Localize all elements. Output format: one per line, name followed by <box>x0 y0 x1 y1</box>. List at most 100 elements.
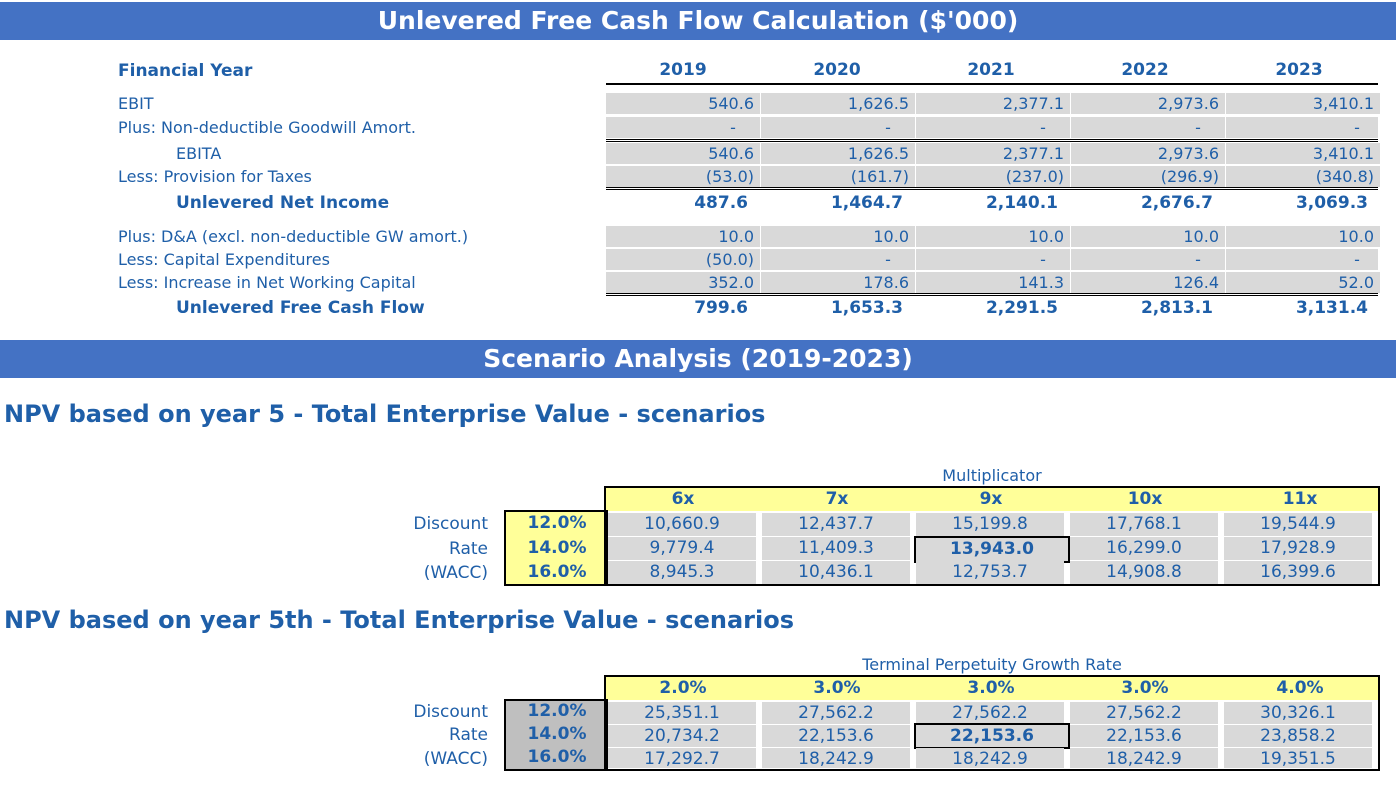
year-header-2019: 2019 <box>659 60 707 80</box>
t1-cell-2-0: 8,945.3 <box>608 561 756 584</box>
t1-cell-1-0: 9,779.4 <box>608 537 756 560</box>
t1-rate-14: 14.0% <box>527 538 587 558</box>
year-header-2020: 2020 <box>813 60 861 80</box>
t1-row-label-discount: Discount <box>413 514 488 534</box>
net-income-2020: 1,464.7 <box>830 193 903 213</box>
t1-row-label-rate: Rate <box>449 539 488 559</box>
header-rule <box>606 83 1378 85</box>
growth-rate-header: Terminal Perpetuity Growth Rate <box>862 655 1122 674</box>
t1-col-0: 6x <box>606 488 760 511</box>
t2-col-4: 4.0% <box>1222 677 1378 700</box>
capex-2019: (50.0) <box>606 249 760 270</box>
t1-cell-1-4: 17,928.9 <box>1224 537 1372 560</box>
capex-2022: - <box>1071 249 1225 270</box>
ufcf-rule-2 <box>606 295 1378 296</box>
t1-cell-2-4: 16,399.6 <box>1224 561 1372 584</box>
npv-multiple-title: NPV based on year 5 - Total Enterprise V… <box>4 400 766 428</box>
da-2021: 10.0 <box>916 226 1070 247</box>
scenario-banner: Scenario Analysis (2019-2023) <box>0 340 1396 378</box>
t1-col-2: 9x <box>914 488 1068 511</box>
ebita-rule-2 <box>606 141 1378 142</box>
ufcf-2021: 2,291.5 <box>985 298 1058 318</box>
taxes-label: Less: Provision for Taxes <box>118 167 312 186</box>
taxes-2023: (340.8) <box>1226 166 1380 187</box>
nwc-2019: 352.0 <box>606 272 760 293</box>
t1-cell-0-0: 10,660.9 <box>608 513 756 536</box>
ebita-2019: 540.6 <box>606 143 760 164</box>
t2-row-label-discount: Discount <box>413 702 488 722</box>
unlevered-fcf-label: Unlevered Free Cash Flow <box>176 298 425 318</box>
t2-cell-1-1: 22,153.6 <box>762 725 910 747</box>
t1-col-3: 10x <box>1068 488 1222 511</box>
net-income-rule-1 <box>606 187 1378 188</box>
t2-cell-1-0: 20,734.2 <box>608 725 756 747</box>
capex-2023: - <box>1226 249 1378 270</box>
ebit-2019: 540.6 <box>606 93 760 114</box>
t2-cell-0-1: 27,562.2 <box>762 702 910 724</box>
t1-cell-2-1: 10,436.1 <box>762 561 910 584</box>
ebita-label: EBITA <box>176 144 222 163</box>
unlevered-net-income-label: Unlevered Net Income <box>176 193 390 213</box>
t1-cell-1-1: 11,409.3 <box>762 537 910 560</box>
t2-cell-2-3: 18,242.9 <box>1070 748 1218 768</box>
net-income-2022: 2,676.7 <box>1140 193 1213 213</box>
taxes-2021: (237.0) <box>916 166 1070 187</box>
t2-cell-1-4: 23,858.2 <box>1224 725 1372 747</box>
t2-cell-2-2: 18,242.9 <box>916 748 1064 768</box>
goodwill-2021: - <box>916 117 1070 138</box>
t2-rate-14: 14.0% <box>527 724 587 744</box>
year-header-2022: 2022 <box>1121 60 1169 80</box>
multiplicator-header: Multiplicator <box>942 466 1042 485</box>
t2-col-1: 3.0% <box>760 677 914 700</box>
da-label: Plus: D&A (excl. non-deductible GW amort… <box>118 227 469 246</box>
goodwill-2023: - <box>1226 117 1378 138</box>
t1-row-label-wacc: (WACC) <box>423 563 488 583</box>
ufcf-2020: 1,653.3 <box>830 298 903 318</box>
t2-cell-2-1: 18,242.9 <box>762 748 910 768</box>
year-header-2021: 2021 <box>967 60 1015 80</box>
t1-rate-column <box>506 512 606 584</box>
t1-rate-16: 16.0% <box>527 562 587 582</box>
t2-cell-1-3: 22,153.6 <box>1070 725 1218 747</box>
goodwill-2022: - <box>1071 117 1225 138</box>
goodwill-label: Plus: Non-deductible Goodwill Amort. <box>118 118 416 137</box>
t1-col-1: 7x <box>760 488 914 511</box>
t2-cell-1-2-base: 22,153.6 <box>914 723 1070 749</box>
net-income-2023: 3,069.3 <box>1295 193 1368 213</box>
t2-cell-2-0: 17,292.7 <box>608 748 756 768</box>
year-header-2023: 2023 <box>1275 60 1323 80</box>
t2-cell-2-4: 19,351.5 <box>1224 748 1372 768</box>
t1-cell-2-3: 14,908.8 <box>1070 561 1218 584</box>
t2-col-0: 2.0% <box>606 677 760 700</box>
taxes-2019: (53.0) <box>606 166 760 187</box>
t1-col-4: 11x <box>1222 488 1378 511</box>
ebita-rule-1 <box>606 139 1378 140</box>
capex-label: Less: Capital Expenditures <box>118 250 330 269</box>
ufcf-2022: 2,813.1 <box>1140 298 1213 318</box>
nwc-label: Less: Increase in Net Working Capital <box>118 273 416 292</box>
ufcf-2019: 799.6 <box>694 298 748 318</box>
fcf-banner: Unlevered Free Cash Flow Calculation ($'… <box>0 2 1396 40</box>
da-2023: 10.0 <box>1226 226 1380 247</box>
goodwill-2019: - <box>606 117 760 138</box>
net-income-2019: 487.6 <box>694 193 748 213</box>
t1-cell-1-2-base: 13,943.0 <box>914 536 1070 563</box>
ebit-2022: 2,973.6 <box>1071 93 1225 114</box>
da-2020: 10.0 <box>761 226 915 247</box>
t1-cell-0-2: 15,199.8 <box>916 513 1064 536</box>
t2-cell-0-4: 30,326.1 <box>1224 702 1372 724</box>
t1-rate-12: 12.0% <box>527 513 587 533</box>
t2-rate-16: 16.0% <box>527 747 587 767</box>
da-2022: 10.0 <box>1071 226 1225 247</box>
t2-rate-column <box>506 701 606 769</box>
ebita-2023: 3,410.1 <box>1226 143 1380 164</box>
ebita-2021: 2,377.1 <box>916 143 1070 164</box>
t1-cell-0-1: 12,437.7 <box>762 513 910 536</box>
ebit-2021: 2,377.1 <box>916 93 1070 114</box>
ebit-label: EBIT <box>118 94 154 113</box>
t2-cell-0-3: 27,562.2 <box>1070 702 1218 724</box>
ebita-2022: 2,973.6 <box>1071 143 1225 164</box>
nwc-2020: 178.6 <box>761 272 915 293</box>
nwc-2022: 126.4 <box>1071 272 1225 293</box>
nwc-2021: 141.3 <box>916 272 1070 293</box>
